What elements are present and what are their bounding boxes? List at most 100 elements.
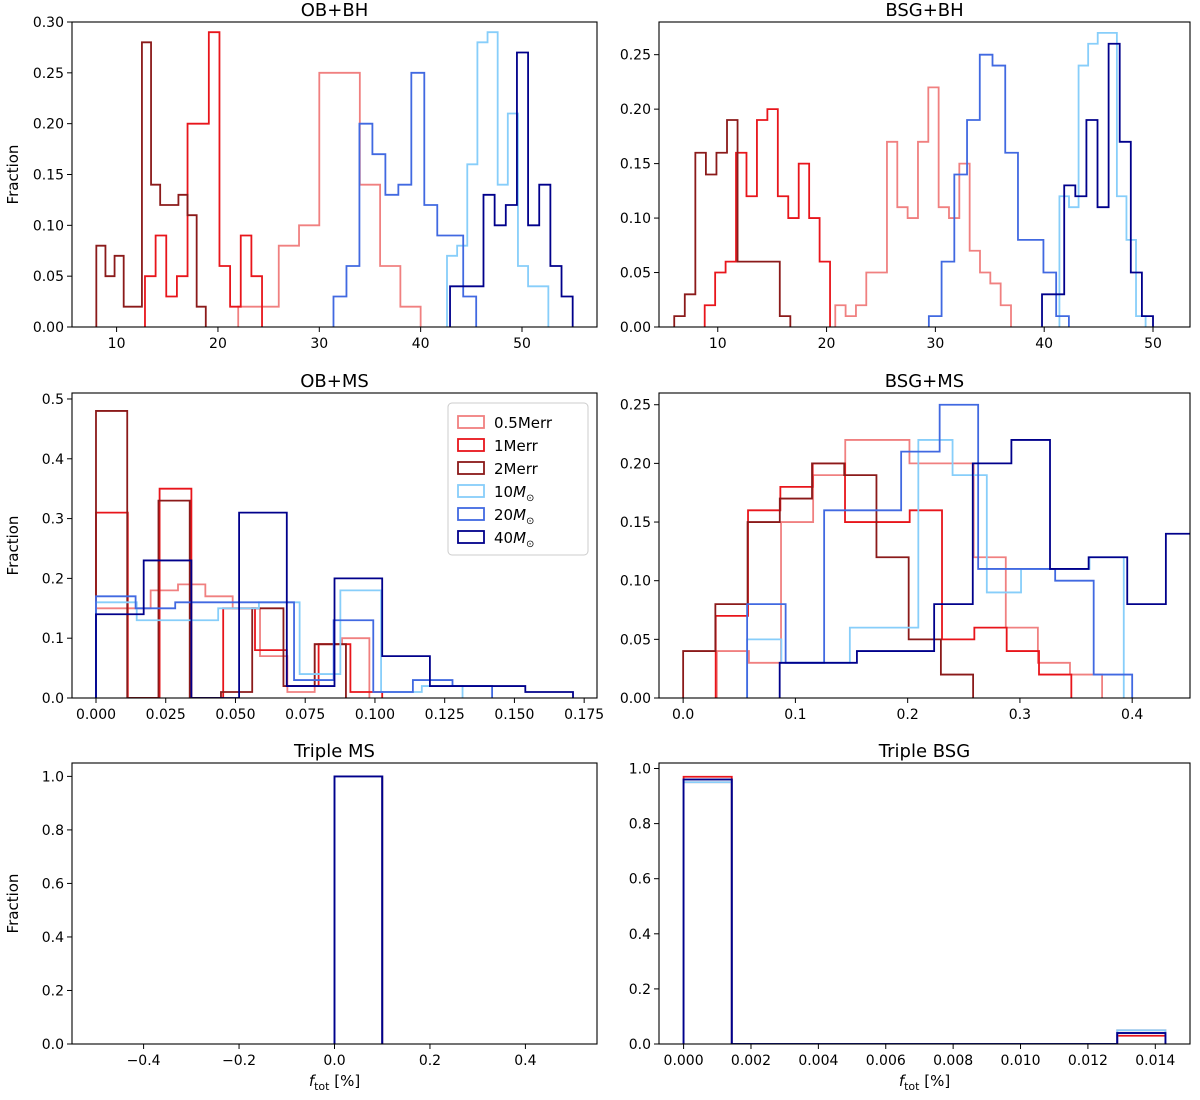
y-axis-label: Fraction bbox=[4, 516, 22, 576]
x-tick-label: 0.175 bbox=[564, 707, 604, 723]
y-tick-label: 0.15 bbox=[620, 157, 651, 173]
panel-title: OB+BH bbox=[301, 0, 368, 21]
legend-swatch-s05 bbox=[457, 415, 485, 429]
legend-label-s1: 1Merr bbox=[494, 437, 539, 455]
axes-frame bbox=[658, 762, 1191, 1045]
x-tick-label: 0.1 bbox=[784, 707, 806, 723]
legend: 0.5Merr 1Merr 2Merr 10M⊙20M⊙40M⊙ bbox=[447, 402, 589, 556]
y-tick-label: 0.20 bbox=[620, 102, 651, 118]
y-tick-label: 0.00 bbox=[33, 320, 64, 336]
y-tick-label: 0.10 bbox=[620, 574, 651, 590]
panel-title: Triple BSG bbox=[878, 741, 970, 762]
histogram-series-triple_ms-3 bbox=[333, 775, 384, 1044]
x-tick-label: −0.2 bbox=[222, 1053, 256, 1069]
y-tick-label: 0.4 bbox=[629, 927, 651, 943]
legend-swatch-s20 bbox=[457, 507, 485, 521]
histogram-series-triple_bsg-1 bbox=[682, 775, 1167, 1044]
x-tick-label: 40 bbox=[412, 336, 430, 352]
x-tick-label: 0.006 bbox=[866, 1053, 906, 1069]
y-tick-label: 0.10 bbox=[33, 218, 64, 234]
histogram-series-triple_bsg-2 bbox=[682, 778, 1167, 1044]
panel-title: BSG+MS bbox=[885, 371, 964, 392]
histogram-series-triple_bsg-4 bbox=[682, 778, 1167, 1044]
x-tick-label: 0.012 bbox=[1068, 1053, 1108, 1069]
y-tick-label: 0.05 bbox=[620, 632, 651, 648]
chart-panel-ob_bh: 10 20 30 40 50 0.00 0.05 0.10 0.15 0.20 0.25 0.30 OB… bbox=[4, 0, 598, 352]
y-tick-label: 0.6 bbox=[629, 872, 651, 888]
series-group bbox=[682, 775, 1167, 1044]
histogram-series-bsg_bh-5 bbox=[1041, 42, 1154, 327]
y-tick-label: 0.15 bbox=[33, 168, 64, 184]
histogram-series-bsg_ms-5 bbox=[778, 439, 1190, 698]
legend-label-s05: 0.5Merr bbox=[494, 414, 553, 432]
histogram-series-bsg_bh-2 bbox=[673, 119, 792, 327]
histogram-series-triple_bsg-0 bbox=[682, 781, 1167, 1044]
x-tick-label: 0.008 bbox=[933, 1053, 973, 1069]
chart-panel-triple_ms: −0.4 −0.2 0.0 0.2 0.4 0.0 0.2 0.4 0.6 0.8 1.0 Tripl… bbox=[4, 741, 598, 1093]
panel-title: OB+MS bbox=[300, 371, 369, 392]
legend-label-s2: 2Merr bbox=[494, 460, 539, 478]
histogram-series-ob_bh-3 bbox=[446, 31, 550, 327]
y-axis-label: Fraction bbox=[4, 145, 22, 205]
x-tick-label: 0.0 bbox=[672, 707, 694, 723]
x-tick-label: 0.4 bbox=[514, 1053, 536, 1069]
histogram-series-bsg_bh-4 bbox=[927, 53, 1070, 327]
histogram-series-triple_ms-5 bbox=[333, 775, 384, 1044]
histogram-series-ob_bh-2 bbox=[95, 41, 207, 327]
series-group bbox=[95, 410, 574, 698]
axes-frame bbox=[658, 21, 1191, 328]
x-tick-label: 50 bbox=[513, 336, 531, 352]
y-tick-label: 0.25 bbox=[620, 398, 651, 414]
y-tick-label: 0.0 bbox=[42, 1037, 64, 1053]
y-tick-label: 0.30 bbox=[33, 15, 64, 31]
y-tick-label: 0.05 bbox=[33, 269, 64, 285]
x-tick-label: 0.025 bbox=[146, 707, 186, 723]
x-tick-label: 0.3 bbox=[1009, 707, 1031, 723]
histogram-series-bsg_ms-2 bbox=[682, 462, 975, 698]
legend-swatch-s10 bbox=[457, 484, 485, 498]
histogram-series-triple_ms-4 bbox=[333, 775, 384, 1044]
x-tick-label: 20 bbox=[209, 336, 227, 352]
x-tick-label: 0.000 bbox=[76, 707, 116, 723]
y-tick-label: 0.2 bbox=[42, 571, 64, 587]
legend-label-s40: 40M⊙ bbox=[494, 529, 534, 550]
histogram-series-ob_bh-4 bbox=[332, 71, 478, 327]
y-tick-label: 0.8 bbox=[629, 817, 651, 833]
histogram-series-bsg_bh-0 bbox=[834, 86, 1012, 327]
series-group bbox=[682, 403, 1190, 698]
legend-swatch-s40 bbox=[457, 530, 485, 544]
y-tick-label: 0.3 bbox=[42, 512, 64, 528]
y-tick-label: 0.5 bbox=[42, 392, 64, 408]
histogram-series-triple_ms-1 bbox=[333, 775, 384, 1044]
x-axis-label: ftot [%] bbox=[899, 1072, 950, 1093]
chart-panel-ob_ms: 0.000 0.025 0.050 0.075 0.100 0.125 0.150 0.175… bbox=[4, 371, 604, 723]
x-tick-label: 0.2 bbox=[419, 1053, 441, 1069]
x-tick-label: 0.100 bbox=[355, 707, 395, 723]
panel-title: BSG+BH bbox=[885, 0, 963, 21]
y-tick-label: 0.8 bbox=[42, 823, 64, 839]
y-tick-label: 0.25 bbox=[33, 66, 64, 82]
y-tick-label: 0.0 bbox=[42, 691, 64, 707]
x-tick-label: 0.014 bbox=[1135, 1053, 1175, 1069]
histogram-series-bsg_bh-3 bbox=[1058, 31, 1147, 327]
x-tick-label: 30 bbox=[926, 336, 944, 352]
x-tick-label: 0.150 bbox=[494, 707, 534, 723]
axes-frame bbox=[658, 392, 1191, 699]
histogram-series-triple_ms-0 bbox=[333, 775, 384, 1044]
y-tick-label: 0.25 bbox=[620, 48, 651, 64]
legend-label-s20: 20M⊙ bbox=[494, 506, 534, 527]
y-tick-label: 0.0 bbox=[629, 1037, 651, 1053]
legend-box bbox=[447, 402, 589, 556]
histogram-series-ob_bh-1 bbox=[144, 31, 263, 327]
y-tick-label: 0.15 bbox=[620, 515, 651, 531]
y-tick-label: 0.6 bbox=[42, 876, 64, 892]
panel-title: Triple MS bbox=[293, 741, 375, 762]
y-tick-label: 1.0 bbox=[42, 769, 64, 785]
legend-swatch-s2 bbox=[457, 461, 485, 475]
series-group bbox=[95, 31, 574, 327]
x-tick-label: 20 bbox=[818, 336, 836, 352]
y-tick-label: 1.0 bbox=[629, 762, 651, 778]
x-tick-label: 0.0 bbox=[323, 1053, 345, 1069]
y-tick-label: 0.05 bbox=[620, 266, 651, 282]
